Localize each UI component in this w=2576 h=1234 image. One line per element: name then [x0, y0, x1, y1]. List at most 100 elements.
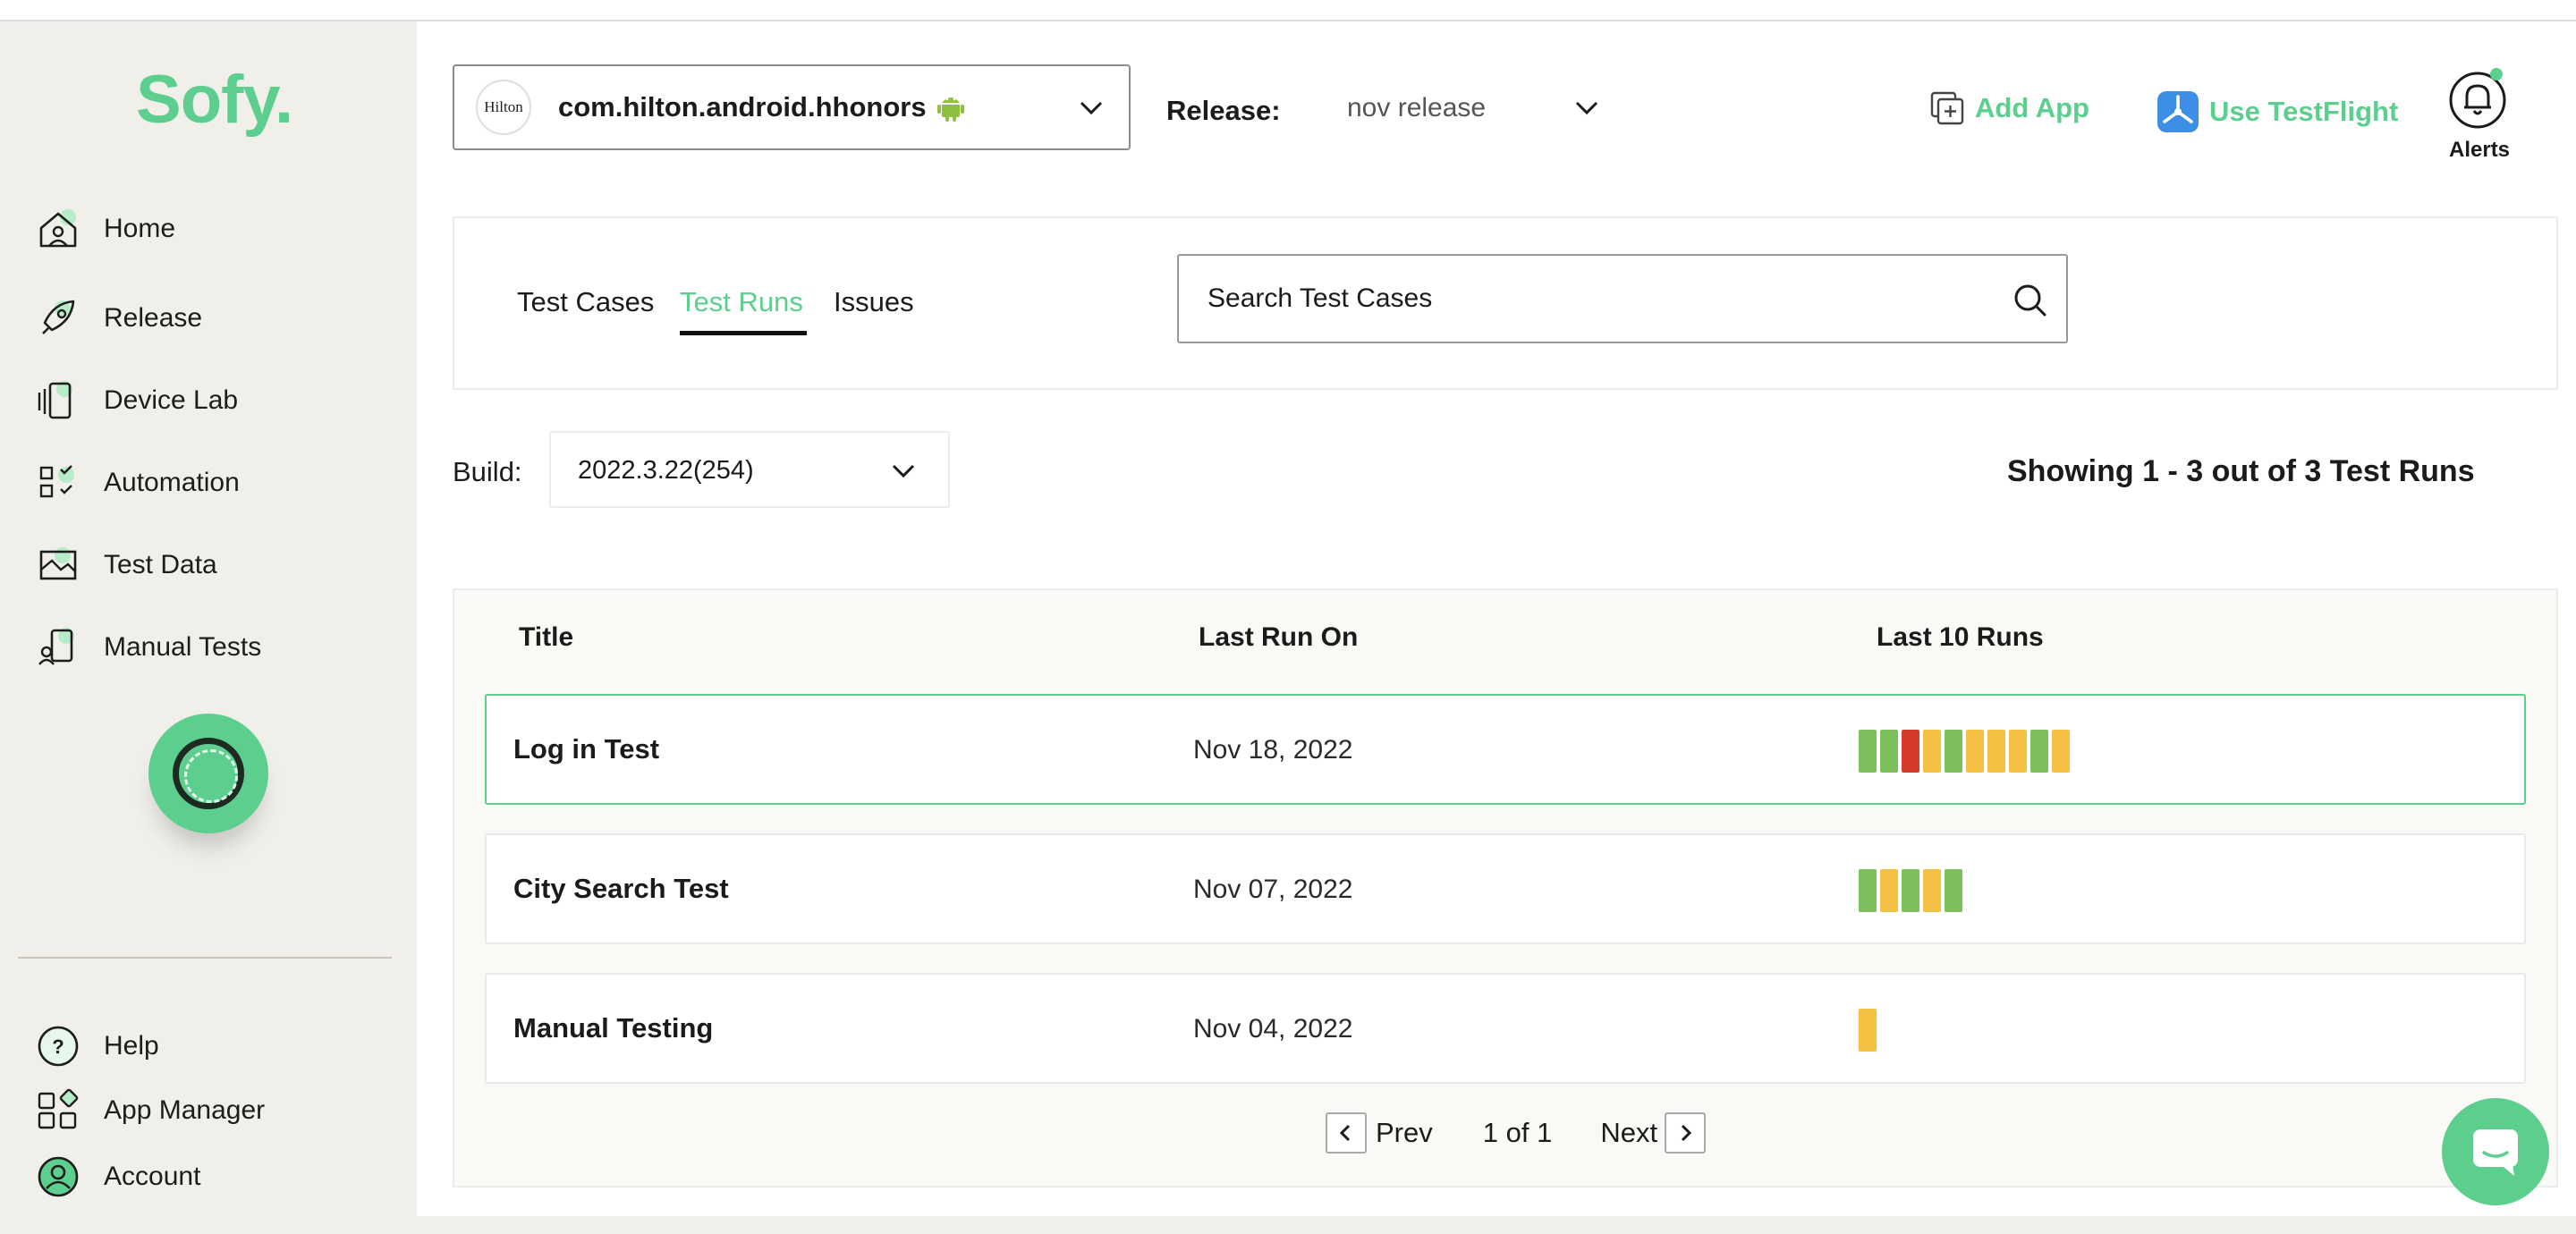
sidebar-item-label: Account — [104, 1162, 201, 1191]
manual-tests-icon — [36, 625, 80, 670]
row-title: Manual Testing — [513, 1012, 714, 1044]
testflight-label: Use TestFlight — [2209, 96, 2399, 127]
account-icon — [36, 1154, 80, 1199]
run-status-warn[interactable] — [1966, 730, 1984, 773]
table-row[interactable]: City Search Test Nov 07, 2022 — [485, 833, 2526, 944]
sidebar-item-label: Release — [104, 303, 203, 333]
prev-page-button[interactable] — [1326, 1112, 1367, 1154]
android-icon — [936, 97, 964, 122]
search-box — [1177, 254, 2068, 343]
assistant-orb-icon[interactable] — [148, 714, 268, 833]
row-title: Log in Test — [513, 733, 660, 765]
run-history — [1859, 730, 2070, 773]
add-app-icon — [1930, 91, 1964, 125]
sidebar-item-automation[interactable]: Automation — [36, 456, 240, 510]
automation-icon — [36, 461, 80, 505]
sidebar-item-release[interactable]: Release — [36, 292, 202, 345]
chat-button[interactable] — [2442, 1098, 2549, 1205]
run-status-warn[interactable] — [1859, 1009, 1877, 1052]
run-status-warn[interactable] — [1987, 730, 2005, 773]
tab-test-cases[interactable]: Test Cases — [517, 286, 655, 317]
chevron-down-icon — [1080, 101, 1103, 115]
run-status-warn[interactable] — [1880, 869, 1898, 912]
sidebar-item-home[interactable]: Home — [36, 202, 175, 256]
svg-text:?: ? — [52, 1035, 64, 1058]
sidebar: Sofy. Home Release Device Lab Automation… — [0, 21, 417, 1234]
home-icon — [36, 207, 80, 251]
rocket-icon — [36, 296, 80, 341]
tab-issues[interactable]: Issues — [834, 286, 914, 317]
table-row[interactable]: Log in Test Nov 18, 2022 — [485, 694, 2526, 805]
run-status-pass[interactable] — [1880, 730, 1898, 773]
row-last-run-on: Nov 07, 2022 — [1193, 875, 1353, 904]
run-status-warn[interactable] — [2009, 730, 2027, 773]
release-select[interactable]: nov release — [1347, 93, 1487, 123]
next-page-button[interactable] — [1665, 1112, 1707, 1154]
bottom-edge — [417, 1216, 2576, 1234]
search-icon[interactable] — [2012, 283, 2048, 318]
add-app-label: Add App — [1975, 92, 2089, 123]
sidebar-item-help[interactable]: ? Help — [36, 1019, 159, 1073]
run-status-warn[interactable] — [1923, 730, 1941, 773]
row-title: City Search Test — [513, 873, 729, 904]
build-select[interactable]: 2022.3.22(254) — [549, 431, 950, 508]
run-history — [1859, 869, 1962, 912]
run-status-pass[interactable] — [1902, 869, 1919, 912]
bell-icon[interactable] — [2447, 66, 2508, 132]
column-header-last-run-on: Last Run On — [1199, 622, 1359, 652]
help-icon: ? — [36, 1024, 80, 1069]
run-status-pass[interactable] — [2030, 730, 2048, 773]
page-indicator: 1 of 1 — [1482, 1117, 1553, 1148]
build-label: Build: — [453, 456, 522, 487]
use-testflight-button[interactable]: Use TestFlight — [2156, 89, 2398, 134]
search-input[interactable] — [1208, 281, 1995, 317]
release-label: Release: — [1166, 95, 1281, 126]
sofy-logo: Sofy. — [136, 62, 293, 138]
sidebar-item-account[interactable]: Account — [36, 1150, 200, 1204]
chevron-down-icon — [892, 464, 915, 478]
next-page-label[interactable]: Next — [1600, 1117, 1658, 1148]
run-status-pass[interactable] — [1945, 730, 1962, 773]
tab-test-runs[interactable]: Test Runs — [680, 286, 803, 317]
run-status-warn[interactable] — [1923, 869, 1941, 912]
run-status-pass[interactable] — [1859, 869, 1877, 912]
active-tab-indicator — [680, 331, 807, 335]
results-count: Showing 1 - 3 out of 3 Test Runs — [2007, 454, 2475, 488]
run-status-pass[interactable] — [1945, 869, 1962, 912]
chevron-down-icon[interactable] — [1572, 93, 1601, 122]
tabs-card: Test Cases Test Runs Issues — [453, 216, 2558, 390]
test-runs-table: Title Last Run On Last 10 Runs Log in Te… — [453, 588, 2558, 1188]
top-edge — [0, 0, 2576, 21]
sidebar-item-label: Automation — [104, 468, 240, 497]
sidebar-item-device-lab[interactable]: Device Lab — [36, 374, 238, 427]
alerts-label: Alerts — [2449, 138, 2511, 162]
sidebar-item-label: Help — [104, 1031, 159, 1061]
column-header-last-10-runs: Last 10 Runs — [1877, 622, 2044, 652]
row-last-run-on: Nov 04, 2022 — [1193, 1014, 1353, 1044]
app-selector[interactable]: Hilton com.hilton.android.hhonors — [453, 64, 1131, 150]
table-row[interactable]: Manual Testing Nov 04, 2022 — [485, 973, 2526, 1084]
test-data-icon — [36, 543, 80, 587]
app-manager-icon — [36, 1088, 80, 1133]
sidebar-item-label: Manual Tests — [104, 632, 262, 662]
prev-page-label[interactable]: Prev — [1376, 1117, 1433, 1148]
run-status-warn[interactable] — [2052, 730, 2070, 773]
app-name: com.hilton.android.hhonors — [558, 91, 927, 123]
sidebar-item-label: Home — [104, 214, 176, 243]
device-icon — [36, 378, 80, 423]
build-value: 2022.3.22(254) — [578, 456, 754, 485]
pagination: Prev 1 of 1 Next — [1326, 1112, 1707, 1154]
sidebar-item-app-manager[interactable]: App Manager — [36, 1084, 265, 1137]
sidebar-item-label: Device Lab — [104, 385, 239, 415]
run-status-fail[interactable] — [1902, 730, 1919, 773]
sidebar-item-manual-tests[interactable]: Manual Tests — [36, 621, 261, 674]
chevron-right-icon — [1682, 1124, 1692, 1142]
chevron-left-icon — [1339, 1124, 1351, 1142]
chat-icon — [2473, 1129, 2518, 1176]
run-history — [1859, 1009, 1877, 1052]
run-status-pass[interactable] — [1859, 730, 1877, 773]
row-last-run-on: Nov 18, 2022 — [1193, 735, 1353, 765]
add-app-button[interactable]: Add App — [1928, 89, 2089, 127]
sidebar-item-test-data[interactable]: Test Data — [36, 538, 217, 592]
sidebar-divider — [18, 957, 392, 959]
